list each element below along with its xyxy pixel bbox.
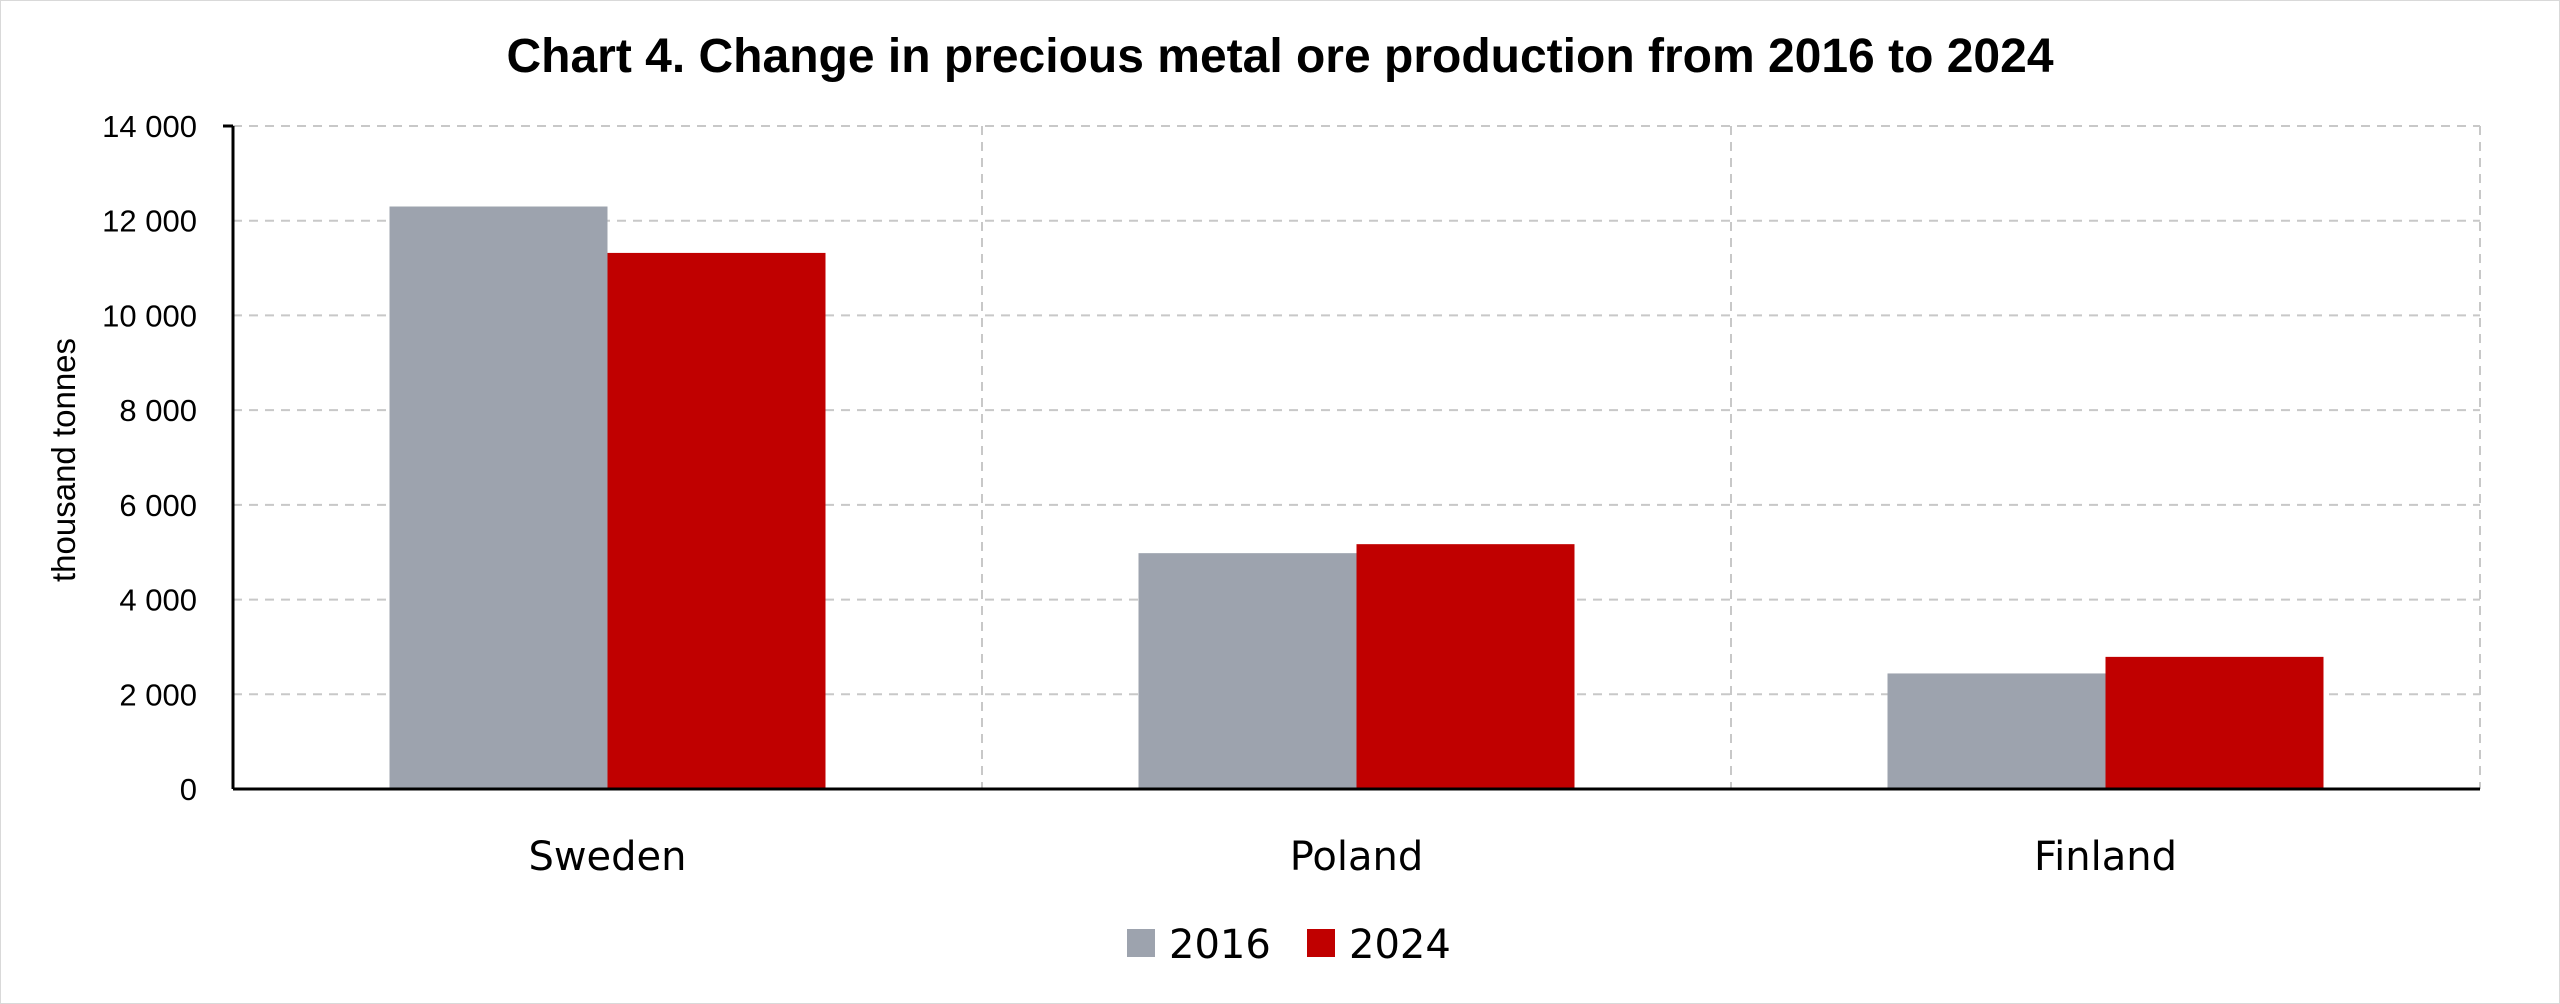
chart-title: Chart 4. Change in precious metal ore pr… bbox=[506, 30, 2053, 83]
bar-finland-2024 bbox=[2105, 656, 2324, 789]
x-tick-label: Sweden bbox=[528, 834, 686, 880]
axes bbox=[223, 124, 2480, 791]
bar-poland-2024 bbox=[1356, 544, 1575, 789]
y-tick-label: 2 000 bbox=[119, 677, 197, 712]
bar-poland-2016 bbox=[1138, 553, 1357, 789]
y-tick-label: 0 bbox=[180, 772, 197, 807]
legend-swatch-2024 bbox=[1307, 929, 1335, 957]
y-tick-label: 8 000 bbox=[119, 393, 197, 428]
x-tick-label: Finland bbox=[2034, 834, 2177, 880]
legend-swatch-2016 bbox=[1127, 929, 1155, 957]
bar-sweden-2024 bbox=[607, 252, 826, 790]
x-tick-label: Poland bbox=[1290, 834, 1424, 880]
legend-label-2016: 2016 bbox=[1169, 922, 1271, 968]
bars bbox=[389, 206, 2324, 790]
legend: 2016 2024 bbox=[1127, 922, 1451, 968]
y-tick-labels: 0 2 000 4 000 6 000 8 000 10 000 12 000 14 000 bbox=[102, 109, 197, 807]
y-tick-label: 6 000 bbox=[119, 488, 197, 523]
bar-finland-2016 bbox=[1887, 673, 2106, 789]
y-tick-label: 10 000 bbox=[102, 298, 197, 333]
y-tick-label: 4 000 bbox=[119, 583, 197, 618]
y-axis-label: thousand tonnes bbox=[45, 338, 82, 582]
y-tick-label: 12 000 bbox=[102, 204, 197, 239]
bar-sweden-2016 bbox=[389, 206, 608, 789]
x-tick-labels: Sweden Poland Finland bbox=[528, 834, 2177, 880]
legend-label-2024: 2024 bbox=[1349, 922, 1451, 968]
y-tick-label: 14 000 bbox=[102, 109, 197, 144]
